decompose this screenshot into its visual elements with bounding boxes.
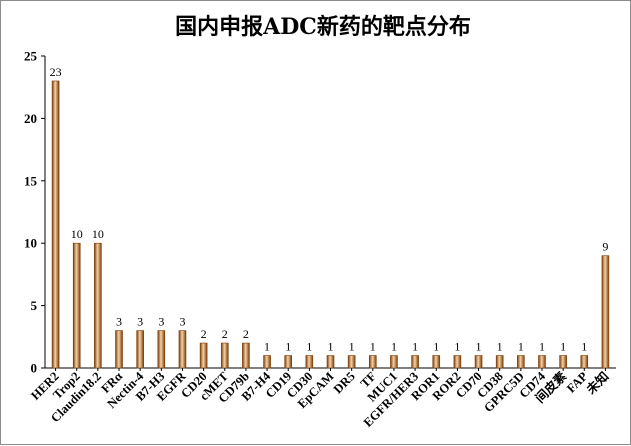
bar <box>538 355 546 369</box>
data-label: 3 <box>137 315 143 329</box>
y-tick-label: 25 <box>24 49 38 64</box>
chart-title: 国内申报ADC新药的靶点分布 <box>175 14 471 40</box>
bar <box>242 342 250 369</box>
bar <box>51 80 60 369</box>
bar <box>263 355 271 369</box>
x-axis-labels: HER2Trop2Claudin18.2FRαNectin-4B7-H3EGFR… <box>28 368 612 430</box>
x-category-label: DR5 <box>331 369 358 396</box>
bar <box>94 242 102 369</box>
x-category-label: 未知 <box>583 369 612 398</box>
bar <box>453 355 462 369</box>
bar <box>368 355 377 369</box>
data-label: 1 <box>412 340 418 354</box>
data-label: 1 <box>539 340 545 354</box>
data-label: 1 <box>264 340 270 354</box>
data-label: 1 <box>454 340 460 354</box>
y-tick-label: 20 <box>24 111 37 126</box>
bar <box>517 355 525 369</box>
data-label: 1 <box>370 340 376 354</box>
data-label: 9 <box>602 240 608 254</box>
data-label: 2 <box>201 327 207 341</box>
data-label: 3 <box>158 315 164 329</box>
data-label: 2 <box>243 327 249 341</box>
data-label: 1 <box>349 340 355 354</box>
data-label: 10 <box>71 227 83 241</box>
bar <box>580 355 589 369</box>
y-tick-label: 15 <box>24 173 38 188</box>
data-label: 1 <box>497 340 503 354</box>
bar <box>326 355 335 369</box>
data-labels: 23 10 10 3 3 3 3 2 2 2 1 1 1 1 1 1 1 1 1 1 1 1 1 1 1 1 9 <box>50 65 609 354</box>
x-category-label: FAP <box>564 369 591 396</box>
y-tick-label: 10 <box>24 236 37 251</box>
bar <box>432 355 441 369</box>
bar <box>495 355 504 369</box>
bar <box>72 242 81 369</box>
bar <box>220 342 229 369</box>
data-label: 1 <box>391 340 397 354</box>
bar <box>601 255 610 369</box>
data-label: 1 <box>328 340 334 354</box>
data-label: 1 <box>560 340 566 354</box>
y-tick-label: 5 <box>31 298 38 313</box>
axes <box>44 56 616 369</box>
bar <box>411 355 419 369</box>
bar <box>305 355 314 369</box>
bar <box>178 330 187 369</box>
bar <box>559 355 567 369</box>
data-label: 1 <box>581 340 587 354</box>
bar <box>347 355 356 369</box>
data-label: 1 <box>433 340 439 354</box>
data-label: 1 <box>285 340 291 354</box>
bar <box>115 330 123 369</box>
data-label: 3 <box>179 315 185 329</box>
bar <box>157 330 166 369</box>
bar <box>390 355 398 369</box>
y-tick-label: 0 <box>31 361 38 376</box>
bar <box>136 330 144 369</box>
y-axis-ticks: 0 5 10 15 20 25 <box>24 49 45 376</box>
bar <box>474 355 483 369</box>
data-label: 23 <box>50 65 62 79</box>
bar <box>284 355 293 369</box>
data-label: 10 <box>92 227 104 241</box>
bars <box>51 80 610 369</box>
bar <box>199 342 208 369</box>
data-label: 1 <box>518 340 524 354</box>
data-label: 1 <box>476 340 482 354</box>
data-label: 2 <box>222 327 228 341</box>
data-label: 1 <box>306 340 312 354</box>
data-label: 3 <box>116 315 122 329</box>
